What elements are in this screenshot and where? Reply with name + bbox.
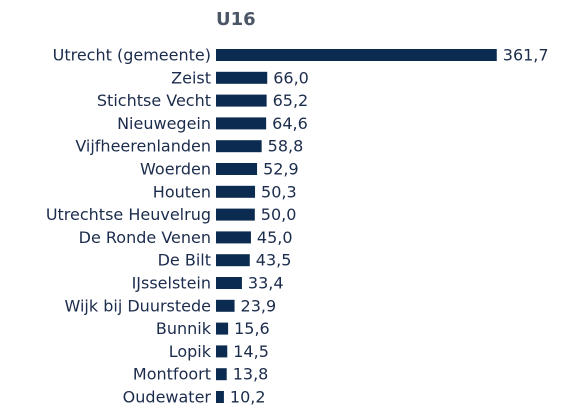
category-label: Vijfheerenlanden: [75, 137, 211, 156]
category-label: Oudewater: [123, 388, 212, 406]
value-label: 33,4: [248, 274, 284, 293]
value-label: 50,3: [261, 182, 297, 201]
category-label: Utrecht (gemeente): [53, 46, 211, 65]
category-label: Montfoort: [133, 365, 211, 384]
category-label: Houten: [153, 182, 211, 201]
bar: [216, 49, 497, 61]
bar: [216, 185, 256, 198]
category-label: Wijk bij Duurstede: [65, 296, 211, 315]
bar: [216, 299, 235, 312]
value-label: 66,0: [273, 68, 309, 87]
bar: [216, 71, 268, 84]
category-label: Bunnik: [156, 319, 212, 338]
bar: [216, 254, 250, 267]
bar: [216, 277, 242, 289]
value-label: 13,8: [233, 365, 269, 384]
category-label: Utrechtse Heuvelrug: [46, 205, 211, 224]
value-label: 361,7: [503, 46, 549, 65]
bar: [216, 391, 224, 403]
value-label: 43,5: [256, 251, 292, 270]
category-label: Woerden: [140, 160, 211, 179]
bar: [216, 368, 227, 381]
bar: [216, 231, 251, 244]
value-label: 52,9: [263, 160, 299, 179]
chart-title: U16: [216, 9, 256, 30]
category-label: Zeist: [171, 68, 211, 87]
value-label: 50,0: [261, 205, 297, 224]
value-label: 23,9: [241, 296, 277, 315]
value-label: 15,6: [234, 319, 270, 338]
bar: [216, 117, 267, 130]
value-label: 14,5: [233, 342, 269, 361]
category-label: Lopik: [169, 342, 212, 361]
bar: [216, 163, 258, 175]
bar: [216, 345, 228, 358]
value-label: 10,2: [230, 388, 266, 406]
value-label: 64,6: [272, 114, 308, 133]
bar: [216, 208, 255, 221]
value-label: 45,0: [257, 228, 293, 247]
category-label: Stichtse Vecht: [97, 91, 211, 110]
value-label: 65,2: [273, 91, 309, 110]
category-label: Nieuwegein: [117, 114, 211, 133]
category-label: De Ronde Venen: [79, 228, 211, 247]
bar: [216, 94, 267, 107]
category-label: De Bilt: [158, 251, 211, 270]
category-label: IJsselstein: [132, 274, 211, 293]
value-label: 58,8: [268, 137, 304, 156]
bar: [216, 322, 229, 335]
bar: [216, 140, 262, 153]
